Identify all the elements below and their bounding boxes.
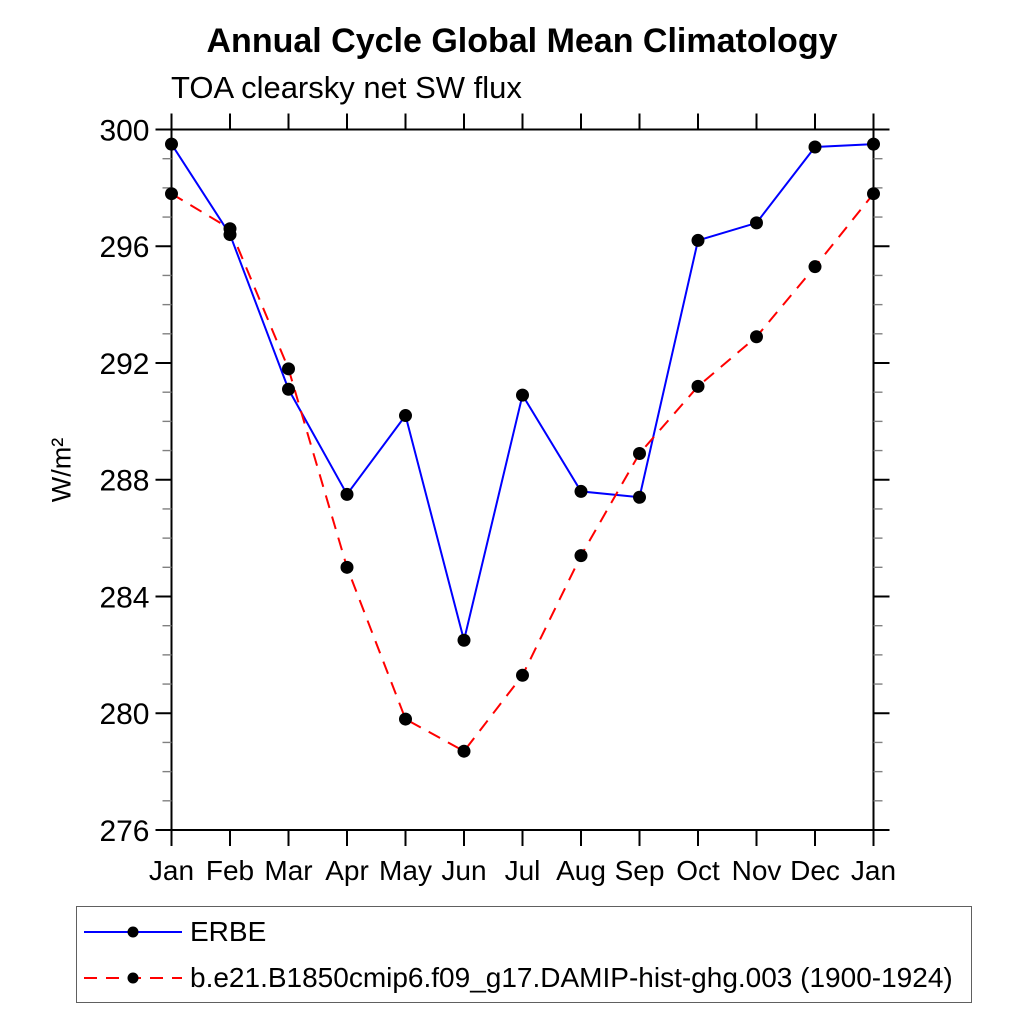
data-point-erbe [867,137,880,151]
data-point-erbe [340,487,354,501]
legend-row-model: b.e21.B1850cmip6.f09_g17.DAMIP-hist-ghg.… [77,957,971,999]
x-tick-label: Nov [732,855,782,886]
data-point-erbe [399,409,412,423]
legend-marker-dot [127,926,139,937]
x-tick-label: Aug [556,855,606,886]
chart-subtitle: TOA clearsky net SW flux [171,70,522,105]
y-tick-label: 288 [99,465,149,498]
data-point-erbe [165,137,178,151]
data-point-model [516,668,529,682]
data-point-model [750,330,763,344]
data-point-model [223,222,237,236]
data-point-erbe [282,382,295,396]
data-point-model [457,744,471,758]
data-point-model [867,187,880,201]
data-point-model [340,560,354,574]
x-tick-label: Feb [206,855,254,886]
x-tick-label: Jan [149,855,194,886]
data-point-erbe [633,490,646,504]
data-point-erbe [750,216,763,230]
legend-label-erbe: ERBE [190,915,267,947]
y-tick-label: 284 [99,581,149,614]
data-point-model [165,187,178,201]
chart-title: Annual Cycle Global Mean Climatology [206,22,838,60]
x-tick-label: Mar [264,855,312,886]
data-point-model [808,260,822,274]
x-tick-label: Dec [790,855,840,886]
plot-frame [170,128,875,831]
y-tick-label: 300 [99,114,149,147]
y-tick-label: 280 [99,698,149,731]
data-point-model [399,712,412,726]
legend-row-erbe: ERBE [77,911,971,953]
y-tick-label: 292 [99,348,149,381]
x-tick-label: May [379,855,432,886]
data-point-model [633,446,646,460]
y-tick-label: 296 [99,231,149,264]
data-point-model [574,549,588,563]
x-tick-label: Sep [615,855,665,886]
legend: ERBE b.e21.B1850cmip6.f09_g17.DAMIP-hist… [76,906,972,1003]
legend-line-dashed-red [84,972,182,983]
data-point-model [691,379,705,393]
x-tick-label: Apr [325,855,369,886]
data-point-erbe [574,484,588,498]
data-point-erbe [516,388,529,402]
x-tick-label: Jun [441,855,486,886]
x-tick-label: Jan [851,855,896,886]
x-tick-label: Jul [505,855,541,886]
data-point-erbe [457,633,471,647]
series-line-model [170,192,875,753]
x-tick-label: Oct [676,855,720,886]
data-point-erbe [808,140,822,154]
y-tick-label: 276 [99,815,149,848]
legend-label-model: b.e21.B1850cmip6.f09_g17.DAMIP-hist-ghg.… [190,961,953,993]
legend-line-solid-blue [84,926,182,937]
legend-marker-dot [127,972,139,983]
data-point-model [282,362,295,376]
data-point-erbe [691,233,705,247]
